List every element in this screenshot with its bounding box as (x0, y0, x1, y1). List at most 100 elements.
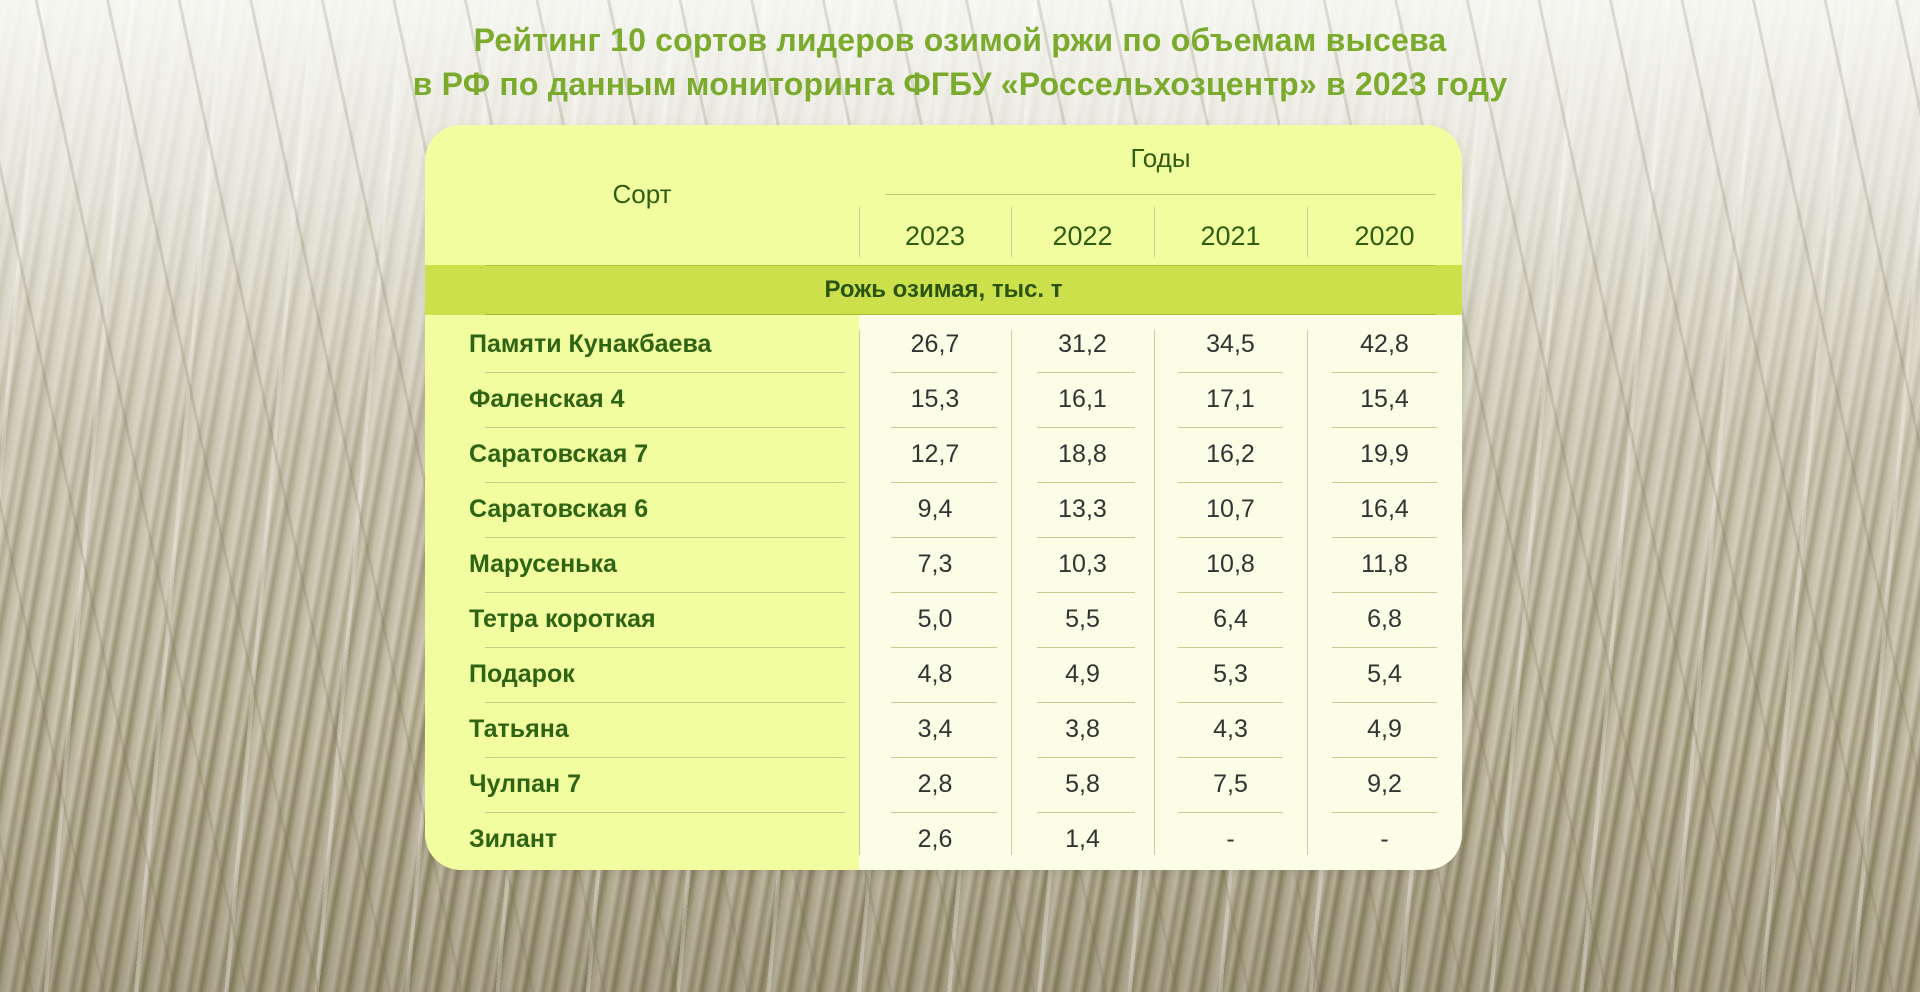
body-col-divider (1307, 330, 1308, 855)
row-divider (1037, 647, 1135, 648)
row-divider (1332, 812, 1437, 813)
cell-value-2020: 4,9 (1367, 715, 1402, 743)
cell-value-2022: 16,1 (1058, 385, 1107, 413)
body-col-divider (1154, 330, 1155, 855)
cell-value-2020: - (1380, 825, 1389, 853)
cell-value-2023: 7,3 (917, 550, 953, 578)
cell-value-2020: 11,8 (1361, 550, 1408, 578)
variety-name: Тетра короткая (469, 605, 656, 633)
category-band: Рожь озимая, тыс. т (425, 265, 1462, 315)
table-row: Чулпан 7 2,8 5,8 7,5 9,2 (425, 757, 1462, 812)
year-header-2023: 2023 (904, 221, 966, 251)
row-divider (485, 702, 845, 703)
cell-value-2020: 19,9 (1360, 440, 1409, 468)
row-divider (1178, 702, 1283, 703)
cell-value-2020: 15,4 (1360, 385, 1409, 413)
year-header-2021: 2021 (1200, 221, 1261, 251)
cell-value-2021: 10,8 (1206, 550, 1255, 578)
cell-value-2022: 1,4 (1065, 825, 1100, 853)
cell-value-2022: 13,3 (1058, 495, 1107, 523)
years-divider (885, 194, 1436, 195)
table-header (425, 125, 1462, 265)
row-divider (891, 537, 997, 538)
row-divider (1178, 427, 1283, 428)
cell-value-2021: 4,3 (1213, 715, 1248, 743)
row-divider (485, 647, 845, 648)
cell-value-2023: 12,7 (910, 440, 960, 468)
row-divider (1037, 372, 1135, 373)
row-divider (1332, 482, 1437, 483)
variety-name: Саратовская 6 (469, 495, 649, 523)
cell-value-2020: 16,4 (1360, 495, 1409, 523)
row-divider (1332, 647, 1437, 648)
column-header-years: Годы (1130, 143, 1191, 173)
row-divider (485, 812, 845, 813)
cell-value-2021: 5,3 (1213, 660, 1248, 688)
row-divider (1037, 537, 1135, 538)
variety-name: Фаленская 4 (469, 385, 625, 413)
cell-value-2020: 6,8 (1367, 605, 1402, 633)
row-divider (1178, 537, 1283, 538)
cell-value-2023: 5,0 (917, 605, 953, 633)
row-divider (1037, 592, 1135, 593)
row-divider (485, 482, 845, 483)
cell-value-2021: 7,5 (1213, 770, 1248, 798)
variety-name: Татьяна (469, 715, 569, 743)
cell-value-2022: 3,8 (1065, 715, 1100, 743)
row-divider (891, 757, 997, 758)
row-divider (485, 757, 845, 758)
cell-value-2022: 18,8 (1058, 440, 1107, 468)
cell-value-2020: 9,2 (1367, 770, 1402, 798)
row-divider (485, 537, 845, 538)
title-line-2: в РФ по данным мониторинга ФГБУ «Россель… (412, 66, 1508, 102)
row-divider (1178, 372, 1283, 373)
row-divider (1037, 482, 1135, 483)
cell-value-2021: 6,4 (1213, 605, 1248, 633)
variety-name: Саратовская 7 (469, 440, 649, 468)
table-row: Саратовская 7 12,7 18,8 16,2 19,9 (425, 427, 1462, 482)
table-row: Памяти Кунакбаева 26,7 31,2 34,5 42,8 (425, 317, 1462, 372)
cell-value-2023: 9,4 (917, 495, 953, 523)
body-col-divider (1011, 330, 1012, 855)
row-divider (1332, 757, 1437, 758)
cell-value-2023: 2,6 (917, 825, 953, 853)
variety-name: Подарок (469, 660, 575, 688)
row-divider (1037, 757, 1135, 758)
cell-value-2020: 5,4 (1367, 660, 1402, 688)
row-divider (1178, 812, 1283, 813)
row-divider (1178, 647, 1283, 648)
header-col-divider (859, 207, 860, 257)
row-divider (1178, 757, 1283, 758)
page-title: Рейтинг 10 сортов лидеров озимой ржи по … (0, 18, 1920, 106)
cell-value-2022: 10,3 (1058, 550, 1107, 578)
cell-value-2022: 5,8 (1065, 770, 1100, 798)
row-divider (485, 592, 845, 593)
header-col-divider (1011, 207, 1012, 257)
row-divider (485, 427, 845, 428)
cell-value-2022: 4,9 (1065, 660, 1100, 688)
row-divider (1332, 702, 1437, 703)
band-divider-bottom (485, 314, 1436, 315)
header-col-divider (1154, 207, 1155, 257)
table-row: Фаленская 4 15,3 16,1 17,1 15,4 (425, 372, 1462, 427)
row-divider (891, 812, 997, 813)
cell-value-2023: 3,4 (917, 715, 953, 743)
table-row: Подарок 4,8 4,9 5,3 5,4 (425, 647, 1462, 702)
row-divider (891, 647, 997, 648)
cell-value-2022: 31,2 (1058, 330, 1107, 358)
row-divider (1332, 537, 1437, 538)
row-divider (1332, 592, 1437, 593)
header-col-divider (1307, 207, 1308, 257)
row-divider (1037, 427, 1135, 428)
cell-value-2021: 10,7 (1206, 495, 1255, 523)
table-row: Тетра короткая 5,0 5,5 6,4 6,8 (425, 592, 1462, 647)
cell-value-2020: 42,8 (1360, 330, 1409, 358)
row-divider (485, 372, 845, 373)
body-col-divider (859, 330, 860, 855)
row-divider (1037, 812, 1135, 813)
table-row: Саратовская 6 9,4 13,3 10,7 16,4 (425, 482, 1462, 537)
title-line-1: Рейтинг 10 сортов лидеров озимой ржи по … (473, 22, 1447, 58)
cell-value-2022: 5,5 (1065, 605, 1100, 633)
row-divider (891, 592, 997, 593)
row-divider (1037, 702, 1135, 703)
